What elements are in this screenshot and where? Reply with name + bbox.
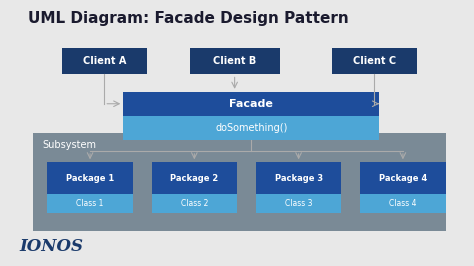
Text: doSomething(): doSomething()	[215, 123, 287, 133]
Bar	[47, 194, 133, 213]
Bar	[256, 162, 341, 213]
Bar	[190, 48, 280, 74]
Text: Class 3: Class 3	[285, 199, 312, 208]
Text: UML Diagram: Facade Design Pattern: UML Diagram: Facade Design Pattern	[28, 11, 349, 26]
Text: Package 3: Package 3	[274, 174, 323, 183]
Bar	[360, 194, 446, 213]
Bar	[123, 116, 379, 140]
Text: Class 4: Class 4	[389, 199, 417, 208]
Bar	[123, 92, 379, 116]
Text: Package 4: Package 4	[379, 174, 427, 183]
Text: Client C: Client C	[353, 56, 396, 66]
Bar	[360, 162, 446, 213]
Bar	[332, 48, 417, 74]
Text: Class 2: Class 2	[181, 199, 208, 208]
Bar	[33, 133, 446, 231]
Text: Client B: Client B	[213, 56, 256, 66]
Text: IONOS: IONOS	[19, 238, 83, 255]
Text: Package 1: Package 1	[66, 174, 114, 183]
Bar	[47, 162, 133, 213]
Bar	[62, 48, 147, 74]
Text: Class 1: Class 1	[76, 199, 104, 208]
Bar	[152, 162, 237, 213]
Bar	[256, 194, 341, 213]
Bar	[152, 194, 237, 213]
Text: Package 2: Package 2	[170, 174, 219, 183]
Text: Subsystem: Subsystem	[43, 140, 97, 150]
Text: Client A: Client A	[82, 56, 126, 66]
Text: Facade: Facade	[229, 99, 273, 109]
